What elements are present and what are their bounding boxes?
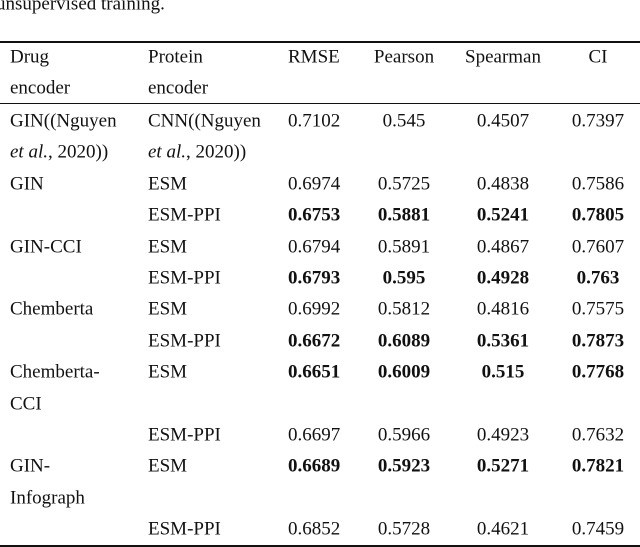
- protein-encoder: ESM-PPI: [148, 330, 221, 352]
- metric-value: 0.6852: [288, 518, 341, 540]
- metric-value: 0.7607: [571, 236, 625, 258]
- metric-value: 0.5812: [377, 298, 431, 320]
- metric-value: 0.545: [382, 110, 426, 132]
- protein-encoder: ESM: [148, 236, 188, 258]
- column-header: Pearson: [373, 46, 435, 68]
- column-header: Spearman: [465, 46, 541, 68]
- protein-encoder: ESM-PPI: [148, 204, 221, 226]
- drug-encoder: Infograph: [10, 487, 85, 509]
- bottom-rule: [0, 545, 640, 547]
- column-header: encoder: [10, 77, 71, 99]
- metric-value: 0.6793: [288, 267, 341, 289]
- metric-value: 0.5966: [377, 424, 431, 446]
- drug-encoder: et al., 2020)): [10, 143, 108, 162]
- column-header: encoder: [148, 77, 209, 99]
- metric-value: 0.7632: [571, 424, 625, 446]
- metric-value: 0.7102: [288, 110, 341, 132]
- drug-encoder: CCI: [10, 393, 42, 415]
- metric-value: 0.5271: [476, 455, 530, 477]
- metric-value: 0.7873: [571, 330, 625, 352]
- metric-value: 0.4838: [476, 173, 530, 195]
- metric-value: 0.6089: [377, 330, 431, 352]
- top-rule: [0, 41, 640, 43]
- metric-value: 0.5881: [377, 204, 431, 226]
- drug-encoder: GIN: [10, 173, 44, 195]
- metric-value: 0.7768: [571, 361, 625, 383]
- protein-encoder: ESM-PPI: [148, 267, 221, 289]
- text-segment: , 2020)): [48, 141, 109, 163]
- column-header: RMSE: [288, 46, 340, 68]
- protein-encoder: ESM: [148, 298, 188, 320]
- metric-value: 0.5361: [476, 330, 530, 352]
- metric-value: 0.5241: [476, 204, 530, 226]
- metric-value: 0.5725: [377, 173, 431, 195]
- metric-value: 0.7459: [571, 518, 625, 540]
- metric-value: 0.7586: [571, 173, 625, 195]
- metric-value: 0.7805: [571, 204, 625, 226]
- metric-value: 0.5923: [377, 455, 431, 477]
- drug-encoder: Chemberta-: [10, 361, 100, 383]
- drug-encoder: Chemberta: [10, 298, 94, 320]
- metric-value: 0.4928: [476, 267, 530, 289]
- drug-encoder: GIN-CCI: [10, 236, 82, 258]
- metric-value: 0.515: [481, 361, 525, 383]
- metric-value: 0.6697: [288, 424, 341, 446]
- metric-value: 0.6651: [288, 361, 341, 383]
- metric-value: 0.6672: [288, 330, 341, 352]
- metric-value: 0.6794: [288, 236, 341, 258]
- metric-value: 0.6992: [288, 298, 341, 320]
- drug-encoder: GIN-: [10, 455, 51, 477]
- header-rule: [0, 103, 640, 104]
- drug-encoder: GIN((Nguyen: [10, 110, 117, 132]
- metric-value: 0.6974: [288, 173, 341, 195]
- column-header: Drug: [10, 46, 50, 68]
- metric-value: 0.4507: [476, 110, 530, 132]
- metric-value: 0.4867: [476, 236, 530, 258]
- protein-encoder: et al., 2020)): [148, 143, 246, 162]
- metric-value: 0.7575: [571, 298, 625, 320]
- column-header: CI: [588, 46, 608, 68]
- protein-encoder: ESM-PPI: [148, 518, 221, 540]
- metric-value: 0.7397: [571, 110, 625, 132]
- metric-value: 0.6753: [288, 204, 341, 226]
- metric-value: 0.6009: [377, 361, 431, 383]
- metric-value: 0.5728: [377, 518, 431, 540]
- metric-value: 0.6689: [288, 455, 341, 477]
- protein-encoder: ESM-PPI: [148, 424, 221, 446]
- metric-value: 0.5891: [377, 236, 431, 258]
- protein-encoder: ESM: [148, 173, 188, 195]
- protein-encoder: ESM: [148, 361, 188, 383]
- metric-value: 0.4621: [476, 518, 530, 540]
- metric-value: 0.4816: [476, 298, 530, 320]
- protein-encoder: ESM: [148, 455, 188, 477]
- metric-value: 0.763: [576, 267, 620, 289]
- metric-value: 0.7821: [571, 455, 625, 477]
- metric-value: 0.4923: [476, 424, 530, 446]
- text-segment: , 2020)): [186, 141, 247, 163]
- column-header: Protein: [148, 46, 203, 68]
- text-segment: et al.: [148, 141, 186, 163]
- caption-fragment: unsupervised training.: [0, 0, 165, 15]
- metric-value: 0.595: [382, 267, 426, 289]
- text-segment: et al.: [10, 141, 48, 163]
- protein-encoder: CNN((Nguyen: [148, 110, 261, 132]
